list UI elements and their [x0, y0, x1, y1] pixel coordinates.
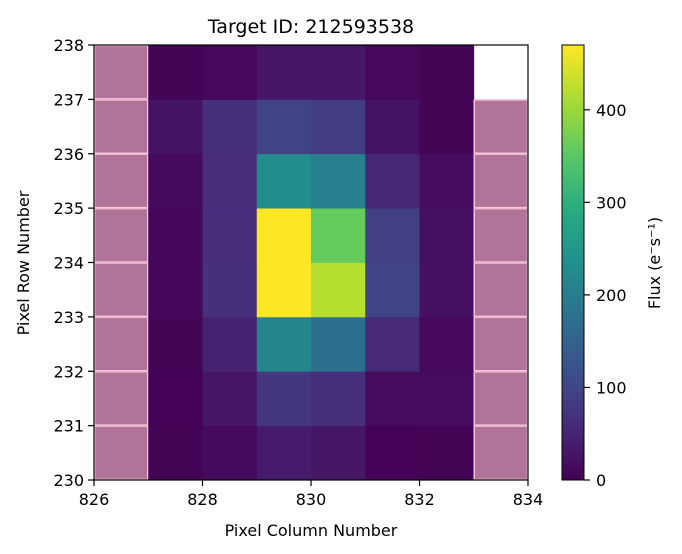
flux-pixel — [365, 99, 420, 155]
flux-pixel — [202, 371, 258, 427]
y-tick-label: 238 — [53, 36, 84, 55]
flux-pixel — [311, 371, 366, 427]
flux-pixel — [148, 45, 203, 100]
flux-pixel — [256, 153, 312, 209]
y-tick-label: 232 — [53, 362, 84, 381]
aperture-mask-pixel — [473, 425, 529, 481]
flux-pixel — [148, 316, 203, 372]
flux-pixel — [256, 45, 312, 100]
flux-pixel — [419, 316, 475, 372]
flux-pixel — [202, 262, 258, 318]
flux-pixel — [419, 99, 475, 155]
flux-pixel — [256, 425, 312, 481]
colorbar — [561, 44, 585, 481]
flux-pixel — [148, 99, 203, 155]
flux-pixel — [311, 425, 366, 481]
aperture-mask-pixel — [94, 262, 149, 318]
flux-pixel — [148, 371, 203, 427]
flux-pixel — [256, 316, 312, 372]
aperture-mask-pixel — [473, 316, 529, 372]
colorbar-tick-label: 400 — [596, 101, 627, 120]
flux-pixel — [311, 208, 366, 263]
flux-pixel — [419, 262, 475, 318]
flux-pixel — [365, 208, 420, 263]
aperture-mask-pixel — [473, 153, 529, 209]
colorbar-tick-label: 0 — [596, 471, 606, 490]
flux-pixel — [256, 208, 312, 263]
x-axis-label: Pixel Column Number — [225, 521, 398, 540]
heatmap-cells — [93, 44, 529, 481]
flux-pixel — [365, 45, 420, 100]
aperture-mask-pixel — [94, 316, 149, 372]
flux-pixel — [365, 316, 420, 372]
flux-pixel — [365, 371, 420, 427]
aperture-mask-pixel — [94, 425, 149, 481]
x-tick-label: 826 — [79, 490, 110, 509]
flux-pixel — [419, 45, 475, 100]
x-axis: 826 828 830 832 834 — [79, 480, 544, 509]
y-tick-label: 234 — [53, 254, 84, 273]
flux-pixel — [202, 316, 258, 372]
flux-pixel — [419, 425, 475, 481]
flux-pixel — [311, 316, 366, 372]
y-tick-label: 231 — [53, 417, 84, 436]
y-tick-label: 233 — [53, 308, 84, 327]
aperture-mask-pixel — [94, 99, 149, 155]
aperture-mask-pixel — [94, 208, 149, 263]
flux-pixel — [148, 262, 203, 318]
y-tick-label: 230 — [53, 471, 84, 490]
flux-pixel — [202, 425, 258, 481]
aperture-mask-pixel — [473, 99, 529, 155]
x-tick-label: 834 — [513, 490, 544, 509]
flux-pixel — [311, 153, 366, 209]
aperture-mask-pixel — [473, 262, 529, 318]
aperture-mask-pixel — [94, 45, 149, 100]
colorbar-tick-label: 200 — [596, 286, 627, 305]
flux-pixel — [202, 153, 258, 209]
flux-pixel — [256, 371, 312, 427]
y-axis: 230 231 232 233 234 235 236 237 238 — [53, 36, 94, 490]
chart-title: Target ID: 212593538 — [207, 16, 414, 38]
flux-pixel — [256, 99, 312, 155]
flux-pixel — [419, 153, 475, 209]
flux-pixel — [365, 425, 420, 481]
colorbar-tick-label: 300 — [596, 193, 627, 212]
flux-pixel — [148, 425, 203, 481]
aperture-mask-pixel — [473, 208, 529, 263]
colorbar-ticks: 0 100 200 300 400 — [584, 101, 627, 490]
flux-pixel — [365, 262, 420, 318]
flux-pixel — [202, 99, 258, 155]
aperture-mask-pixel — [94, 371, 149, 427]
x-tick-label: 830 — [296, 490, 327, 509]
colorbar-label: Flux (e⁻s⁻¹) — [645, 217, 664, 309]
flux-pixel — [148, 153, 203, 209]
colorbar-tick-label: 100 — [596, 378, 627, 397]
y-axis-label: Pixel Row Number — [14, 190, 33, 335]
x-tick-label: 832 — [404, 490, 435, 509]
flux-pixel — [148, 208, 203, 263]
aperture-mask-pixel — [473, 371, 529, 427]
y-tick-label: 235 — [53, 199, 84, 218]
x-tick-label: 828 — [187, 490, 218, 509]
flux-pixel — [311, 99, 366, 155]
y-tick-label: 236 — [53, 145, 84, 164]
flux-pixel — [365, 153, 420, 209]
y-tick-label: 237 — [53, 90, 84, 109]
flux-pixel — [311, 45, 366, 100]
flux-pixel — [256, 262, 312, 318]
flux-pixel — [419, 208, 475, 263]
flux-pixel — [311, 262, 366, 318]
aperture-mask-pixel — [94, 153, 149, 209]
flux-pixel — [202, 208, 258, 263]
flux-pixel — [202, 45, 258, 100]
flux-pixel — [419, 371, 475, 427]
